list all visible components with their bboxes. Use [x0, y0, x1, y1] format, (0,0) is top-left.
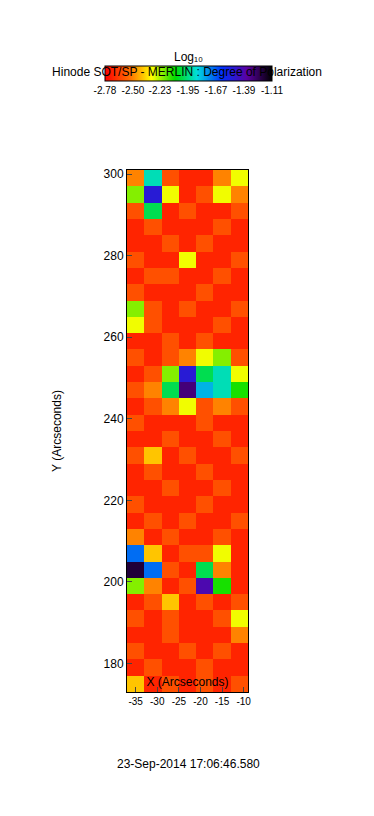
svg-text:X (Arcseconds): X (Arcseconds): [146, 675, 228, 689]
svg-text:260: 260: [104, 330, 124, 344]
svg-text:-35: -35: [128, 696, 143, 707]
svg-text:-1.95: -1.95: [177, 85, 200, 96]
svg-text:Log₁₀: Log₁₀: [174, 50, 203, 64]
svg-text:-1.11: -1.11: [261, 85, 283, 96]
svg-text:-2.50: -2.50: [122, 85, 145, 96]
svg-text:-1.39: -1.39: [233, 85, 256, 96]
svg-text:Hinode SOT/SP - MERLIN : Degre: Hinode SOT/SP - MERLIN : Degree of Polar…: [52, 65, 322, 79]
svg-text:-25: -25: [172, 696, 187, 707]
svg-text:-30: -30: [150, 696, 165, 707]
svg-text:280: 280: [104, 249, 124, 263]
svg-text:240: 240: [104, 412, 124, 426]
svg-text:-20: -20: [193, 696, 208, 707]
svg-text:300: 300: [104, 167, 124, 181]
svg-text:-2.23: -2.23: [149, 85, 172, 96]
svg-text:180: 180: [104, 657, 124, 671]
svg-text:200: 200: [104, 575, 124, 589]
svg-text:23-Sep-2014 17:06:46.580: 23-Sep-2014 17:06:46.580: [117, 757, 260, 771]
svg-text:-1.67: -1.67: [205, 85, 228, 96]
svg-text:-15: -15: [215, 696, 230, 707]
svg-text:-2.78: -2.78: [94, 85, 117, 96]
svg-text:Y (Arcseconds): Y (Arcseconds): [50, 390, 64, 472]
svg-text:-10: -10: [236, 696, 251, 707]
svg-text:220: 220: [104, 494, 124, 508]
